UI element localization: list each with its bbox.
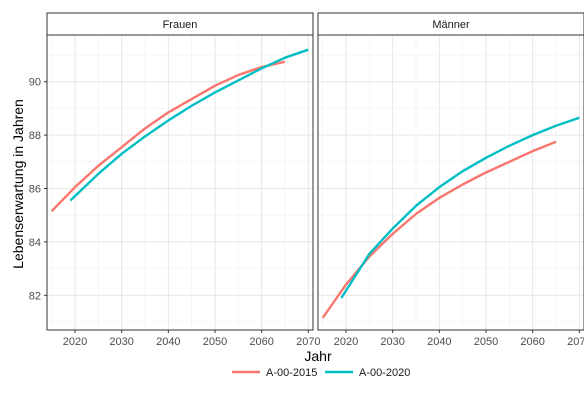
y-tick-label: 88 xyxy=(29,130,41,142)
plot-area-maenner xyxy=(318,35,584,330)
panel-maenner: Männer xyxy=(317,12,584,331)
x-tick-label: 2020 xyxy=(63,336,87,348)
x-tick-label: 2060 xyxy=(520,336,544,348)
x-tick-label: 2070 xyxy=(296,336,320,348)
y-tick-label: 90 xyxy=(29,77,41,89)
x-axis-title: Jahr xyxy=(304,348,332,364)
series-line-frauen-a-00-2015 xyxy=(50,60,286,213)
y-tick-label: 86 xyxy=(29,184,41,196)
series-line-frauen-a-00-2020 xyxy=(69,48,309,202)
legend: A-00-2015 A-00-2020 xyxy=(232,367,410,379)
x-tick-label: 2030 xyxy=(109,336,133,348)
x-tick-label: 2040 xyxy=(427,336,451,348)
x-tick-label: 2070 xyxy=(567,336,584,348)
x-tick-labels: 2020 2030 2040 2050 2060 2070 2020 2030 2040 2050… xyxy=(63,330,584,348)
x-tick-label: 2020 xyxy=(334,336,358,348)
x-tick-label: 2030 xyxy=(380,336,404,348)
y-tick-labels: 82 84 86 88 90 xyxy=(29,77,47,302)
legend-label-a-00-2020: A-00-2020 xyxy=(359,367,410,379)
panel-border-maenner xyxy=(317,34,584,331)
y-axis-title: Lebenserwartung in Jahren xyxy=(10,99,26,269)
x-tick-label: 2050 xyxy=(203,336,227,348)
x-tick-label: 2060 xyxy=(249,336,273,348)
strip-label-maenner: Männer xyxy=(432,19,470,31)
series-line-maenner-a-00-2020 xyxy=(340,116,580,299)
y-tick-label: 82 xyxy=(29,290,41,302)
y-tick-label: 84 xyxy=(29,237,41,249)
panel-border-frauen xyxy=(46,34,314,331)
x-tick-label: 2040 xyxy=(156,336,180,348)
x-tick-label: 2050 xyxy=(474,336,498,348)
plot-area-frauen xyxy=(47,35,313,330)
legend-label-a-00-2015: A-00-2015 xyxy=(266,367,317,379)
strip-label-frauen: Frauen xyxy=(163,19,198,31)
panel-frauen: Frauen xyxy=(46,12,314,331)
